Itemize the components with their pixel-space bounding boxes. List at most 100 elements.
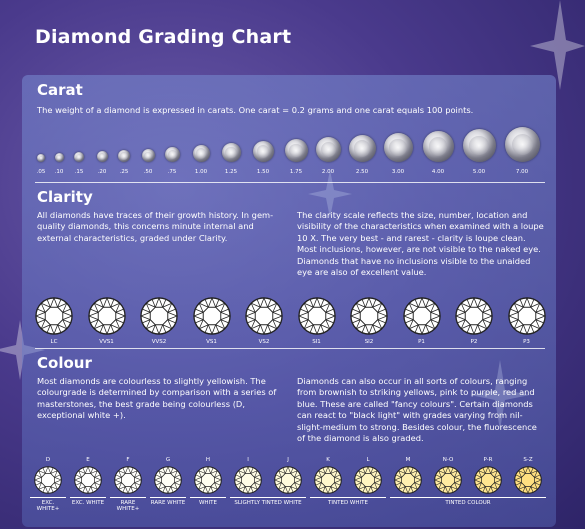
carat-diamond [504, 127, 540, 162]
clarity-grade-label: VVS1 [99, 339, 114, 345]
carat-diamond [118, 150, 130, 162]
colour-heading: Colour [37, 354, 92, 372]
carat-diamond [96, 151, 108, 162]
colour-group-label: EXC. WHITE+ [36, 500, 60, 512]
carat-diamond [348, 135, 376, 162]
colour-grade-letter: E [86, 457, 90, 463]
carat-size-label: 7.00 [515, 169, 529, 175]
carat-diamond [164, 147, 180, 162]
carat-size-label: 1.50 [256, 169, 270, 175]
clarity-text-left: All diamonds have traces of their growth… [37, 210, 274, 243]
colour-diamond-icon [434, 466, 462, 494]
colour-group-bracket [390, 497, 546, 498]
clarity-diamond-icon [35, 297, 73, 335]
clarity-grade-label: VS2 [258, 339, 270, 345]
clarity-grade-label: SI2 [364, 339, 374, 345]
carat-size-label: 5.00 [472, 169, 486, 175]
carat-size-label: .20 [97, 169, 107, 175]
colour-grade-letter: J [287, 457, 289, 463]
colour-group-bracket [310, 497, 386, 498]
clarity-divider [35, 348, 545, 349]
clarity-diamond-icon [507, 297, 546, 335]
carat-size-label: 3.00 [391, 169, 405, 175]
colour-group-label: SLIGHTLY TINTED WHITE [234, 500, 302, 506]
colour-diamond-icon [474, 466, 502, 494]
carat-diamond [315, 137, 341, 162]
colour-grade-letter: L [366, 457, 370, 463]
clarity-diamond-icon [245, 297, 283, 335]
colour-diamond-icon [194, 466, 222, 494]
colour-group-bracket [150, 497, 186, 498]
carat-diamond [37, 154, 45, 162]
clarity-diamond-icon [350, 297, 388, 335]
clarity-grade-label: P3 [523, 339, 530, 345]
colour-grade-letter: N-O [442, 457, 454, 463]
colour-grade-letter: S-Z [523, 457, 533, 463]
colour-diamond-icon [314, 466, 342, 494]
colour-group-label: WHITE [198, 500, 218, 506]
carat-size-label: 4.00 [431, 169, 445, 175]
colour-diamond-icon [514, 466, 542, 494]
colour-diamond-icon [354, 466, 382, 494]
colour-grade-letter: P-R [483, 457, 493, 463]
clarity-text-right: The clarity scale reflects the size, num… [297, 210, 544, 278]
colour-group-label: TINTED COLOUR [445, 500, 491, 506]
carat-diamond [141, 149, 155, 162]
colour-text-left: Most diamonds are colourless to slightly… [37, 376, 277, 421]
clarity-diamond-icon [192, 297, 231, 335]
colour-grade-letter: M [405, 457, 411, 463]
colour-group-label: RARE WHITE+ [116, 500, 140, 512]
carat-diamond [284, 139, 308, 162]
clarity-diamond-icon [297, 297, 336, 335]
carat-heading: Carat [37, 81, 83, 99]
clarity-grade-label: SI1 [312, 339, 321, 345]
colour-diamond-icon [234, 466, 262, 494]
page-title: Diamond Grading Chart [35, 26, 292, 48]
clarity-heading: Clarity [37, 188, 93, 206]
colour-grade-letter: H [205, 457, 211, 463]
carat-size-label: .15 [74, 169, 84, 175]
carat-size-label: 2.50 [355, 169, 369, 175]
carat-size-label: 1.75 [289, 169, 303, 175]
carat-size-label: 1.00 [194, 169, 208, 175]
colour-group-label: TINTED WHITE [328, 500, 368, 506]
colour-diamond-icon [274, 466, 302, 494]
carat-diamond [192, 145, 210, 162]
colour-grade-letter: F [126, 457, 130, 463]
carat-diamond [252, 141, 274, 162]
colour-group-label: RARE WHITE [150, 500, 186, 506]
carat-size-label: .10 [54, 169, 64, 175]
colour-group-label: EXC. WHITE [71, 500, 105, 506]
carat-size-label: .25 [119, 169, 129, 175]
clarity-diamond-icon [87, 297, 126, 335]
carat-diamond [422, 131, 454, 162]
carat-diamond [54, 153, 64, 162]
carat-divider [35, 182, 545, 183]
colour-grade-letter: G [165, 457, 171, 463]
clarity-grade-label: P2 [470, 339, 478, 345]
carat-diamond [221, 143, 241, 162]
colour-diamond-icon [154, 466, 182, 494]
colour-text-right: Diamonds can also occur in all sorts of … [297, 376, 537, 444]
colour-diamond-icon [34, 466, 62, 494]
carat-diamond [383, 133, 413, 162]
carat-text: The weight of a diamond is expressed in … [37, 105, 474, 115]
clarity-diamond-icon [455, 297, 493, 335]
clarity-grade-label: P1 [418, 339, 425, 345]
carat-diamond [74, 152, 84, 162]
clarity-grade-label: VS1 [206, 339, 217, 345]
carat-size-label: 1.25 [224, 169, 238, 175]
colour-group-bracket [70, 497, 106, 498]
colour-group-bracket [30, 497, 66, 498]
colour-group-bracket [110, 497, 146, 498]
colour-grade-letter: D [45, 457, 51, 463]
carat-size-label: 2.00 [321, 169, 335, 175]
colour-grade-letter: I [247, 457, 249, 463]
colour-group-bracket [190, 497, 226, 498]
clarity-grade-label: LC [50, 339, 58, 345]
clarity-diamond-icon [402, 297, 441, 335]
colour-diamond-icon [394, 466, 422, 494]
carat-size-label: .75 [167, 169, 177, 175]
clarity-grade-label: VVS2 [151, 339, 167, 345]
clarity-diamond-icon [140, 297, 178, 335]
